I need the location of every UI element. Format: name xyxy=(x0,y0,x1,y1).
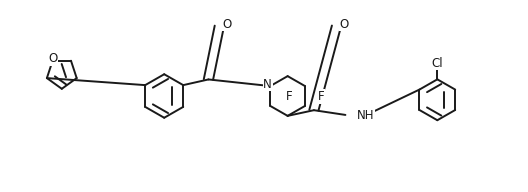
Text: O: O xyxy=(340,18,349,31)
Text: N: N xyxy=(263,78,272,91)
Text: O: O xyxy=(223,18,232,31)
Text: F: F xyxy=(286,90,293,103)
Text: Cl: Cl xyxy=(431,57,443,70)
Text: NH: NH xyxy=(357,109,374,122)
Text: F: F xyxy=(317,90,324,103)
Text: O: O xyxy=(48,52,57,65)
